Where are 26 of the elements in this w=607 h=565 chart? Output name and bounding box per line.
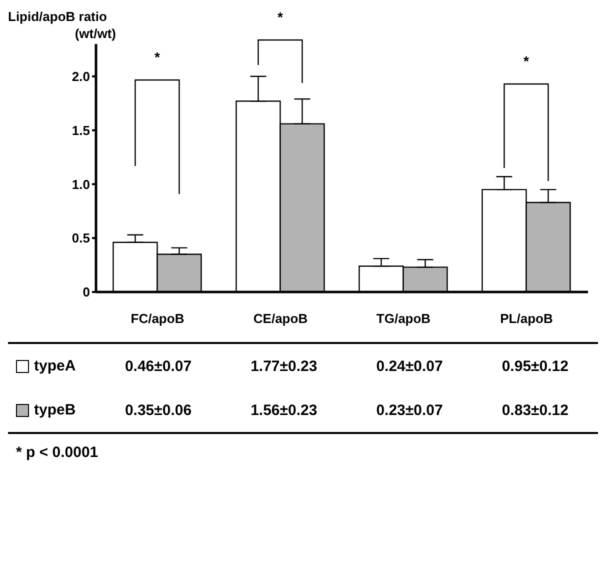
y-tick-label: 2.0 xyxy=(72,68,90,84)
data-label: 0.46±0.07 xyxy=(124,356,193,376)
data-label: 0.83±0.12 xyxy=(500,400,570,420)
x-tick-label: CE/apoB xyxy=(253,311,308,326)
annotation: * xyxy=(523,53,530,69)
significance-bracket: * xyxy=(258,9,303,83)
data-label: 1.77±0.23 xyxy=(250,356,318,376)
x-tick-label: TG/apoB xyxy=(376,311,431,326)
legend-label: typeA xyxy=(34,358,76,375)
legend-label: typeB xyxy=(34,402,76,419)
x-tick-label: PL/apoB xyxy=(500,311,553,326)
y-tick-label: 0.5 xyxy=(72,230,90,246)
data-label: 0.35±0.06 xyxy=(124,400,193,420)
data-label: 0.95±0.12 xyxy=(500,356,570,376)
y-tick-label: 1.0 xyxy=(72,176,90,192)
significance-bracket: * xyxy=(134,49,180,194)
y-tick-label: 0 xyxy=(82,284,90,300)
significance-bracket: * xyxy=(504,53,549,181)
data-label: 1.56±0.23 xyxy=(250,400,318,420)
data-label: 0.24±0.07 xyxy=(375,356,444,376)
y-tick-label: 1.5 xyxy=(72,122,90,138)
x-tick-label: FC/apoB xyxy=(130,311,184,326)
annotation: * xyxy=(154,49,160,65)
y-axis-title: Lipid/apoB ratio (wt/wt) xyxy=(8,8,116,42)
text: * p < 0.0001 xyxy=(15,444,100,461)
data-label: 0.23±0.07 xyxy=(375,400,444,420)
